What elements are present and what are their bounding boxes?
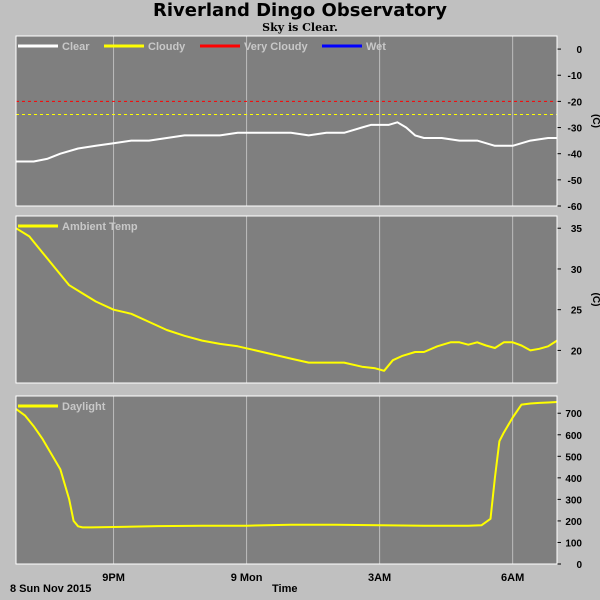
footer-date: 8 Sun Nov 2015	[10, 583, 92, 595]
legend-label: Clear	[62, 41, 90, 53]
plot-area	[16, 396, 557, 564]
y-tick-label: 500	[565, 452, 582, 463]
series-line-daylight	[15, 401, 558, 529]
x-tick-label: 6AM	[501, 572, 524, 584]
y-tick-label: -60	[568, 202, 583, 213]
page-title: Riverland Dingo Observatory	[152, 0, 448, 21]
y-tick-label: 700	[565, 409, 582, 420]
legend-label: Daylight	[62, 401, 106, 413]
y-tick-label: 100	[565, 538, 582, 549]
x-tick-label: 9PM	[102, 572, 125, 584]
plot-frame	[15, 215, 558, 384]
y-tick-label: 30	[571, 265, 583, 276]
chart-panel-2: 35 30 25 20 (C) Ambient Temp	[15, 215, 600, 384]
y-tick-label: -30	[568, 124, 583, 135]
series-line-ambient-temp	[15, 227, 558, 372]
y-tick-label: -20	[568, 97, 583, 108]
plot-frame	[15, 35, 558, 207]
legend-label: Ambient Temp	[62, 221, 138, 233]
y-tick-label: 25	[571, 306, 583, 317]
x-tick-label: 9 Mon	[231, 572, 263, 584]
series-line-clear	[16, 121, 557, 163]
y-tick-label: -40	[568, 150, 583, 161]
y-axis-label: (C)	[590, 114, 600, 128]
y-tick-label: 300	[565, 495, 582, 506]
y-tick-label: 0	[576, 45, 582, 56]
y-tick-label: 35	[571, 224, 583, 235]
legend-label: Very Cloudy	[244, 41, 308, 53]
y-tick-label: 600	[565, 431, 582, 442]
x-tick-label: 3AM	[368, 572, 391, 584]
x-axis-label: Time	[272, 583, 298, 595]
plot-area	[16, 36, 557, 206]
chart-panel-3: 700 600 500 400 300 200 100 0 Daylight	[15, 395, 582, 571]
plot-frame	[15, 395, 558, 565]
plot-area	[16, 216, 557, 383]
y-tick-label: -50	[568, 176, 583, 187]
y-axis-label: (C)	[590, 293, 600, 307]
y-tick-label: 200	[565, 517, 582, 528]
y-tick-label: 0	[576, 560, 582, 571]
legend-label: Wet	[366, 41, 386, 53]
page-subtitle: Sky is Clear.	[262, 21, 338, 34]
y-tick-label: 400	[565, 474, 582, 485]
y-tick-label: -10	[568, 71, 583, 82]
chart-panel-1: 0 -10 -20 -30 -40 -50 -60 (C) Clear Cloudy Very Cl…	[15, 35, 600, 213]
y-tick-label: 20	[571, 346, 583, 357]
legend-label: Cloudy	[148, 41, 186, 53]
